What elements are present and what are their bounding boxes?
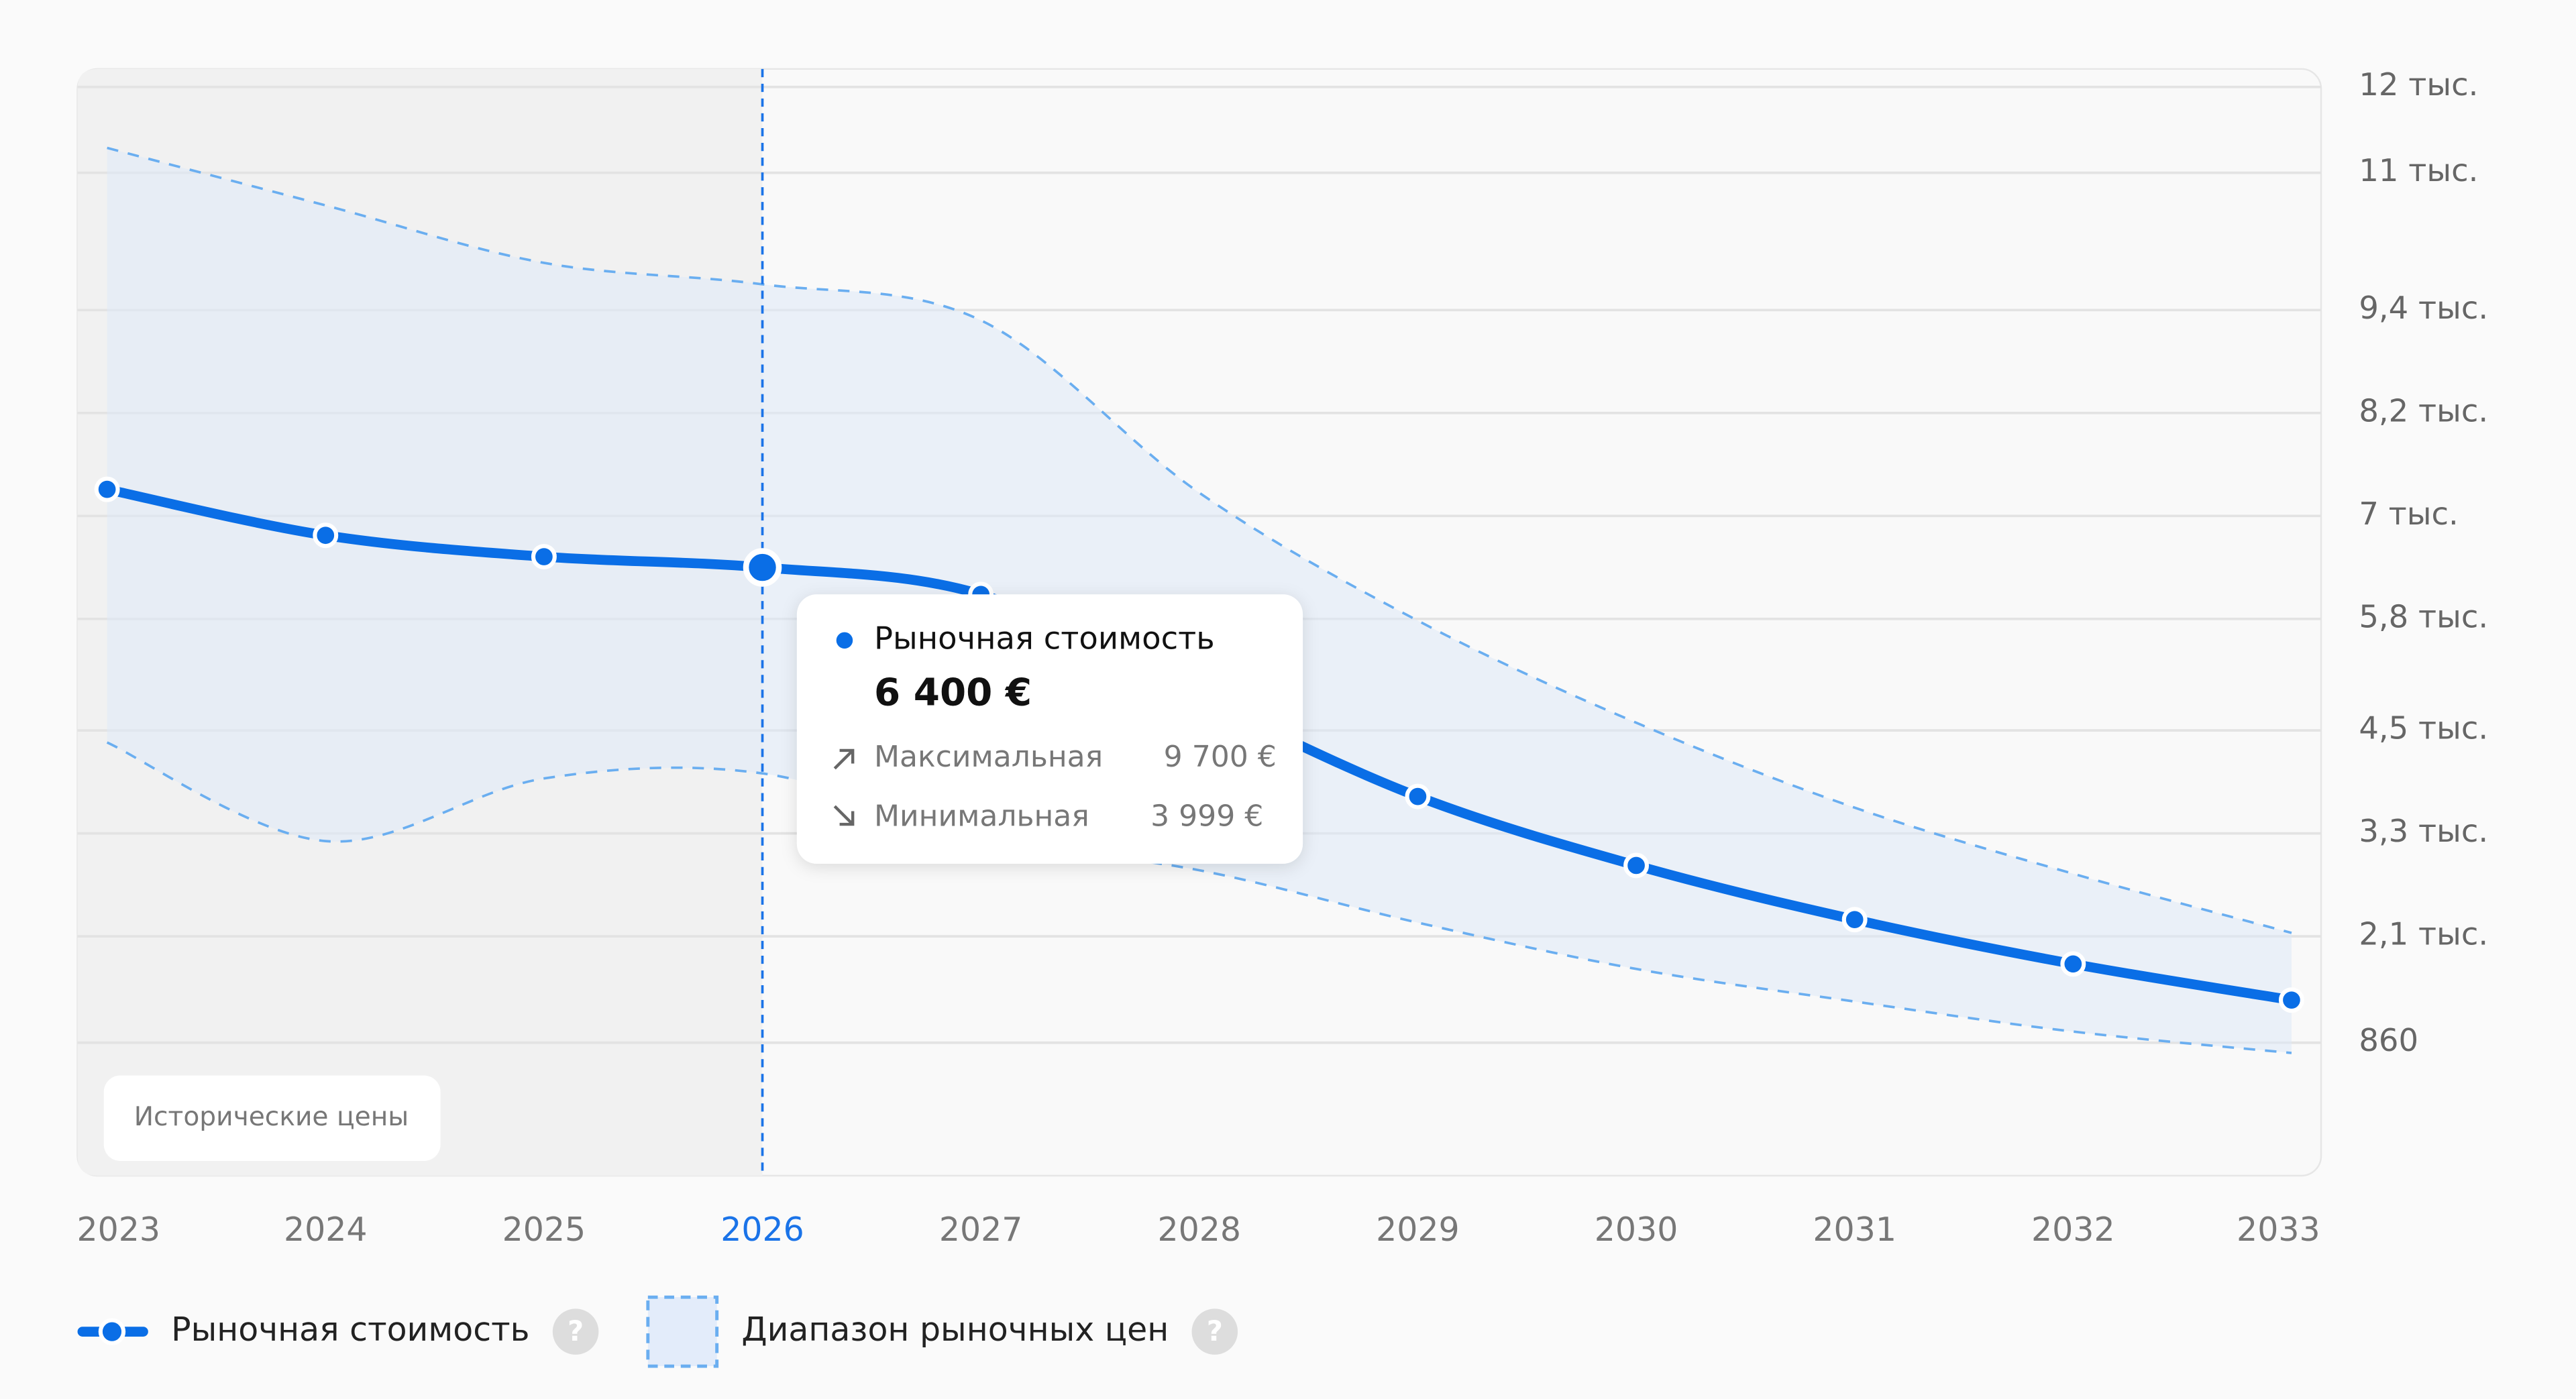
value-point (1841, 907, 1868, 933)
help-mark: ? (568, 1314, 584, 1347)
value-point (313, 522, 339, 549)
x-tick-label: 2030 (1595, 1211, 1678, 1249)
range-upper (107, 146, 2292, 934)
legend-label: Диапазон рыночных цен (741, 1310, 1169, 1349)
x-tick-label: 2025 (502, 1211, 586, 1249)
x-tick-label: 2029 (1376, 1211, 1460, 1249)
x-tick-label: 2027 (939, 1211, 1023, 1249)
range-lower (106, 741, 2292, 1054)
tooltip-max-name: Максимальная (874, 740, 1103, 774)
x-tick-label: 2031 (1813, 1211, 1896, 1249)
x-tick-label: 2028 (1157, 1211, 1241, 1249)
tooltip-dot (836, 632, 853, 649)
y-tick-label: 2,1 тыс. (2359, 916, 2488, 952)
tooltip-box (796, 594, 1303, 864)
value-point (2060, 951, 2086, 977)
arrow-down-icon (833, 805, 855, 826)
x-tick-label: 2032 (2031, 1211, 2115, 1249)
legend-band-swatch (646, 1295, 719, 1368)
y-tick-label: 860 (2359, 1022, 2418, 1058)
tooltip-max-value: 9 700 € (1164, 740, 1277, 774)
value-point (2278, 987, 2304, 1013)
historical-badge (103, 1075, 441, 1161)
help-icon[interactable] (552, 1308, 599, 1355)
tooltip-value: 6 400 € (874, 671, 1032, 714)
tooltip-series: Рыночная стоимость (874, 620, 1215, 656)
value-point (1623, 852, 1650, 879)
y-tick-label: 9,4 тыс. (2359, 290, 2488, 326)
legend-line-dot (98, 1318, 126, 1345)
y-tick-label: 7 тыс. (2359, 496, 2459, 532)
value-point (531, 544, 557, 570)
tooltip: Рыночная стоимость 6 400 € Максимальная 9 7… (796, 594, 1303, 864)
legend-label: Рыночная стоимость (171, 1310, 529, 1349)
y-tick-label: 8,2 тыс. (2359, 392, 2488, 429)
arrow-up-icon (833, 748, 855, 770)
tooltip-min-value: 3 999 € (1150, 799, 1263, 833)
x-tick-label: 2033 (2237, 1211, 2320, 1249)
y-tick-label: 11 тыс. (2359, 152, 2478, 188)
x-tick-label: 2026 (720, 1211, 804, 1249)
x-tick-label: 2024 (284, 1211, 368, 1249)
value-point (743, 548, 782, 587)
value-point (1405, 783, 1431, 809)
help-icon[interactable] (1191, 1308, 1238, 1355)
historical-label: Исторические цены (134, 1102, 409, 1132)
y-tick-label: 5,8 тыс. (2359, 598, 2488, 634)
x-tick-label: 2023 (76, 1211, 160, 1249)
y-tick-label: 4,5 тыс. (2359, 710, 2488, 746)
y-tick-label: 3,3 тыс. (2359, 813, 2488, 849)
y-tick-label: 12 тыс. (2359, 66, 2478, 103)
help-mark: ? (1207, 1314, 1223, 1347)
value-point (94, 476, 120, 502)
tooltip-min-name: Минимальная (874, 799, 1089, 833)
